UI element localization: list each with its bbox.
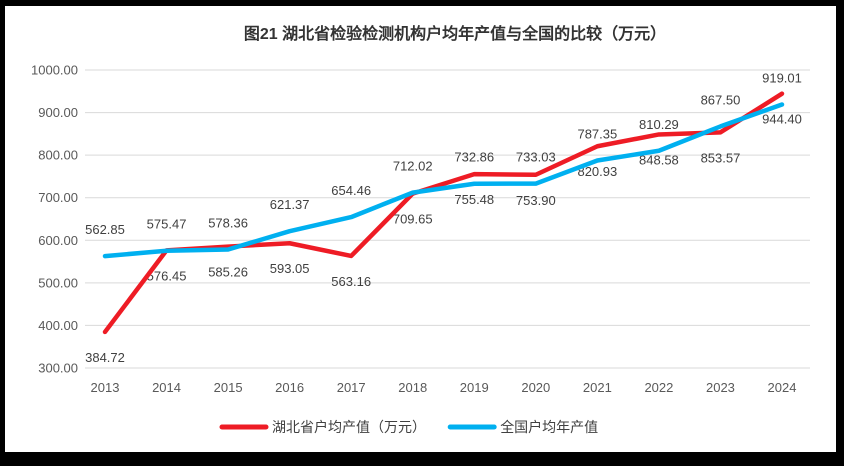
data-label-series-1: 654.46 bbox=[331, 183, 371, 198]
legend: 湖北省户均产值（万元） 全国户均年产值 bbox=[219, 419, 598, 435]
data-label-series-0: 593.05 bbox=[270, 261, 310, 276]
data-label-series-1: 810.29 bbox=[639, 117, 679, 132]
data-label-series-0: 585.26 bbox=[208, 265, 248, 280]
data-label-series-0: 853.57 bbox=[701, 150, 741, 165]
legend-item-0: 湖北省户均产值（万元） bbox=[219, 419, 426, 435]
data-label-series-1: 733.03 bbox=[516, 150, 556, 165]
data-label-series-1: 732.86 bbox=[454, 150, 494, 165]
x-axis-label: 2023 bbox=[706, 380, 735, 395]
legend-item-1: 全国户均年产值 bbox=[447, 419, 598, 435]
data-label-series-0: 563.16 bbox=[331, 274, 371, 289]
data-label-series-1: 787.35 bbox=[577, 127, 617, 142]
legend-label-0: 湖北省户均产值（万元） bbox=[272, 419, 426, 435]
data-label-series-0: 848.58 bbox=[639, 152, 679, 167]
data-labels-group: 384.72 576.45 585.26 593.05 563.16 709.65 755.… bbox=[85, 70, 802, 364]
y-axis-label: 700.00 bbox=[38, 190, 78, 205]
x-axis-label: 2013 bbox=[91, 380, 120, 395]
y-axis-label: 800.00 bbox=[38, 148, 78, 163]
data-label-series-1: 712.02 bbox=[393, 159, 433, 174]
data-label-series-0: 709.65 bbox=[393, 212, 433, 227]
line-chart: 图21 湖北省检验检测机构户均年产值与全国的比较（万元） 300.00 400.0… bbox=[31, 24, 810, 435]
data-label-series-0: 944.40 bbox=[762, 112, 802, 127]
y-axis-label: 600.00 bbox=[38, 233, 78, 248]
y-axis-label: 500.00 bbox=[38, 275, 78, 290]
x-axis-label: 2022 bbox=[644, 380, 673, 395]
x-axis-label: 2024 bbox=[768, 380, 797, 395]
data-label-series-1: 578.36 bbox=[208, 215, 248, 230]
x-axis-label: 2017 bbox=[337, 380, 366, 395]
series-lines-group bbox=[102, 91, 785, 335]
x-axis-label: 2015 bbox=[214, 380, 243, 395]
data-label-series-0: 384.72 bbox=[85, 350, 125, 365]
data-label-series-0: 576.45 bbox=[147, 268, 187, 283]
gridlines-group bbox=[85, 69, 810, 369]
data-label-series-1: 575.47 bbox=[147, 217, 187, 232]
y-axis-labels-group: 300.00 400.00 500.00 600.00 700.00 800.00 900.… bbox=[31, 63, 78, 376]
y-axis-label: 400.00 bbox=[38, 318, 78, 333]
data-label-series-1: 621.37 bbox=[270, 197, 310, 212]
x-axis-label: 2018 bbox=[398, 380, 427, 395]
y-axis-label: 1000.00 bbox=[31, 63, 78, 78]
data-label-series-0: 755.48 bbox=[454, 192, 494, 207]
data-label-series-1: 919.01 bbox=[762, 70, 802, 85]
x-axis-label: 2016 bbox=[275, 380, 304, 395]
data-label-series-0: 820.93 bbox=[577, 164, 617, 179]
x-axis-label: 2019 bbox=[460, 380, 489, 395]
data-label-series-1: 867.50 bbox=[701, 92, 741, 107]
data-label-series-0: 753.90 bbox=[516, 193, 556, 208]
x-axis-label: 2021 bbox=[583, 380, 612, 395]
data-label-series-1: 562.85 bbox=[85, 222, 125, 237]
y-axis-label: 300.00 bbox=[38, 361, 78, 376]
series-line-1 bbox=[102, 102, 785, 259]
x-axis-labels-group: 2013 2014 2015 2016 2017 2018 2019 2020 2021 2022… bbox=[91, 380, 797, 395]
x-axis-label: 2014 bbox=[152, 380, 181, 395]
series-line-0 bbox=[102, 91, 785, 335]
chart-title: 图21 湖北省检验检测机构户均年产值与全国的比较（万元） bbox=[244, 24, 666, 43]
legend-label-1: 全国户均年产值 bbox=[500, 419, 598, 435]
x-axis-label: 2020 bbox=[521, 380, 550, 395]
y-axis-label: 900.00 bbox=[38, 105, 78, 120]
